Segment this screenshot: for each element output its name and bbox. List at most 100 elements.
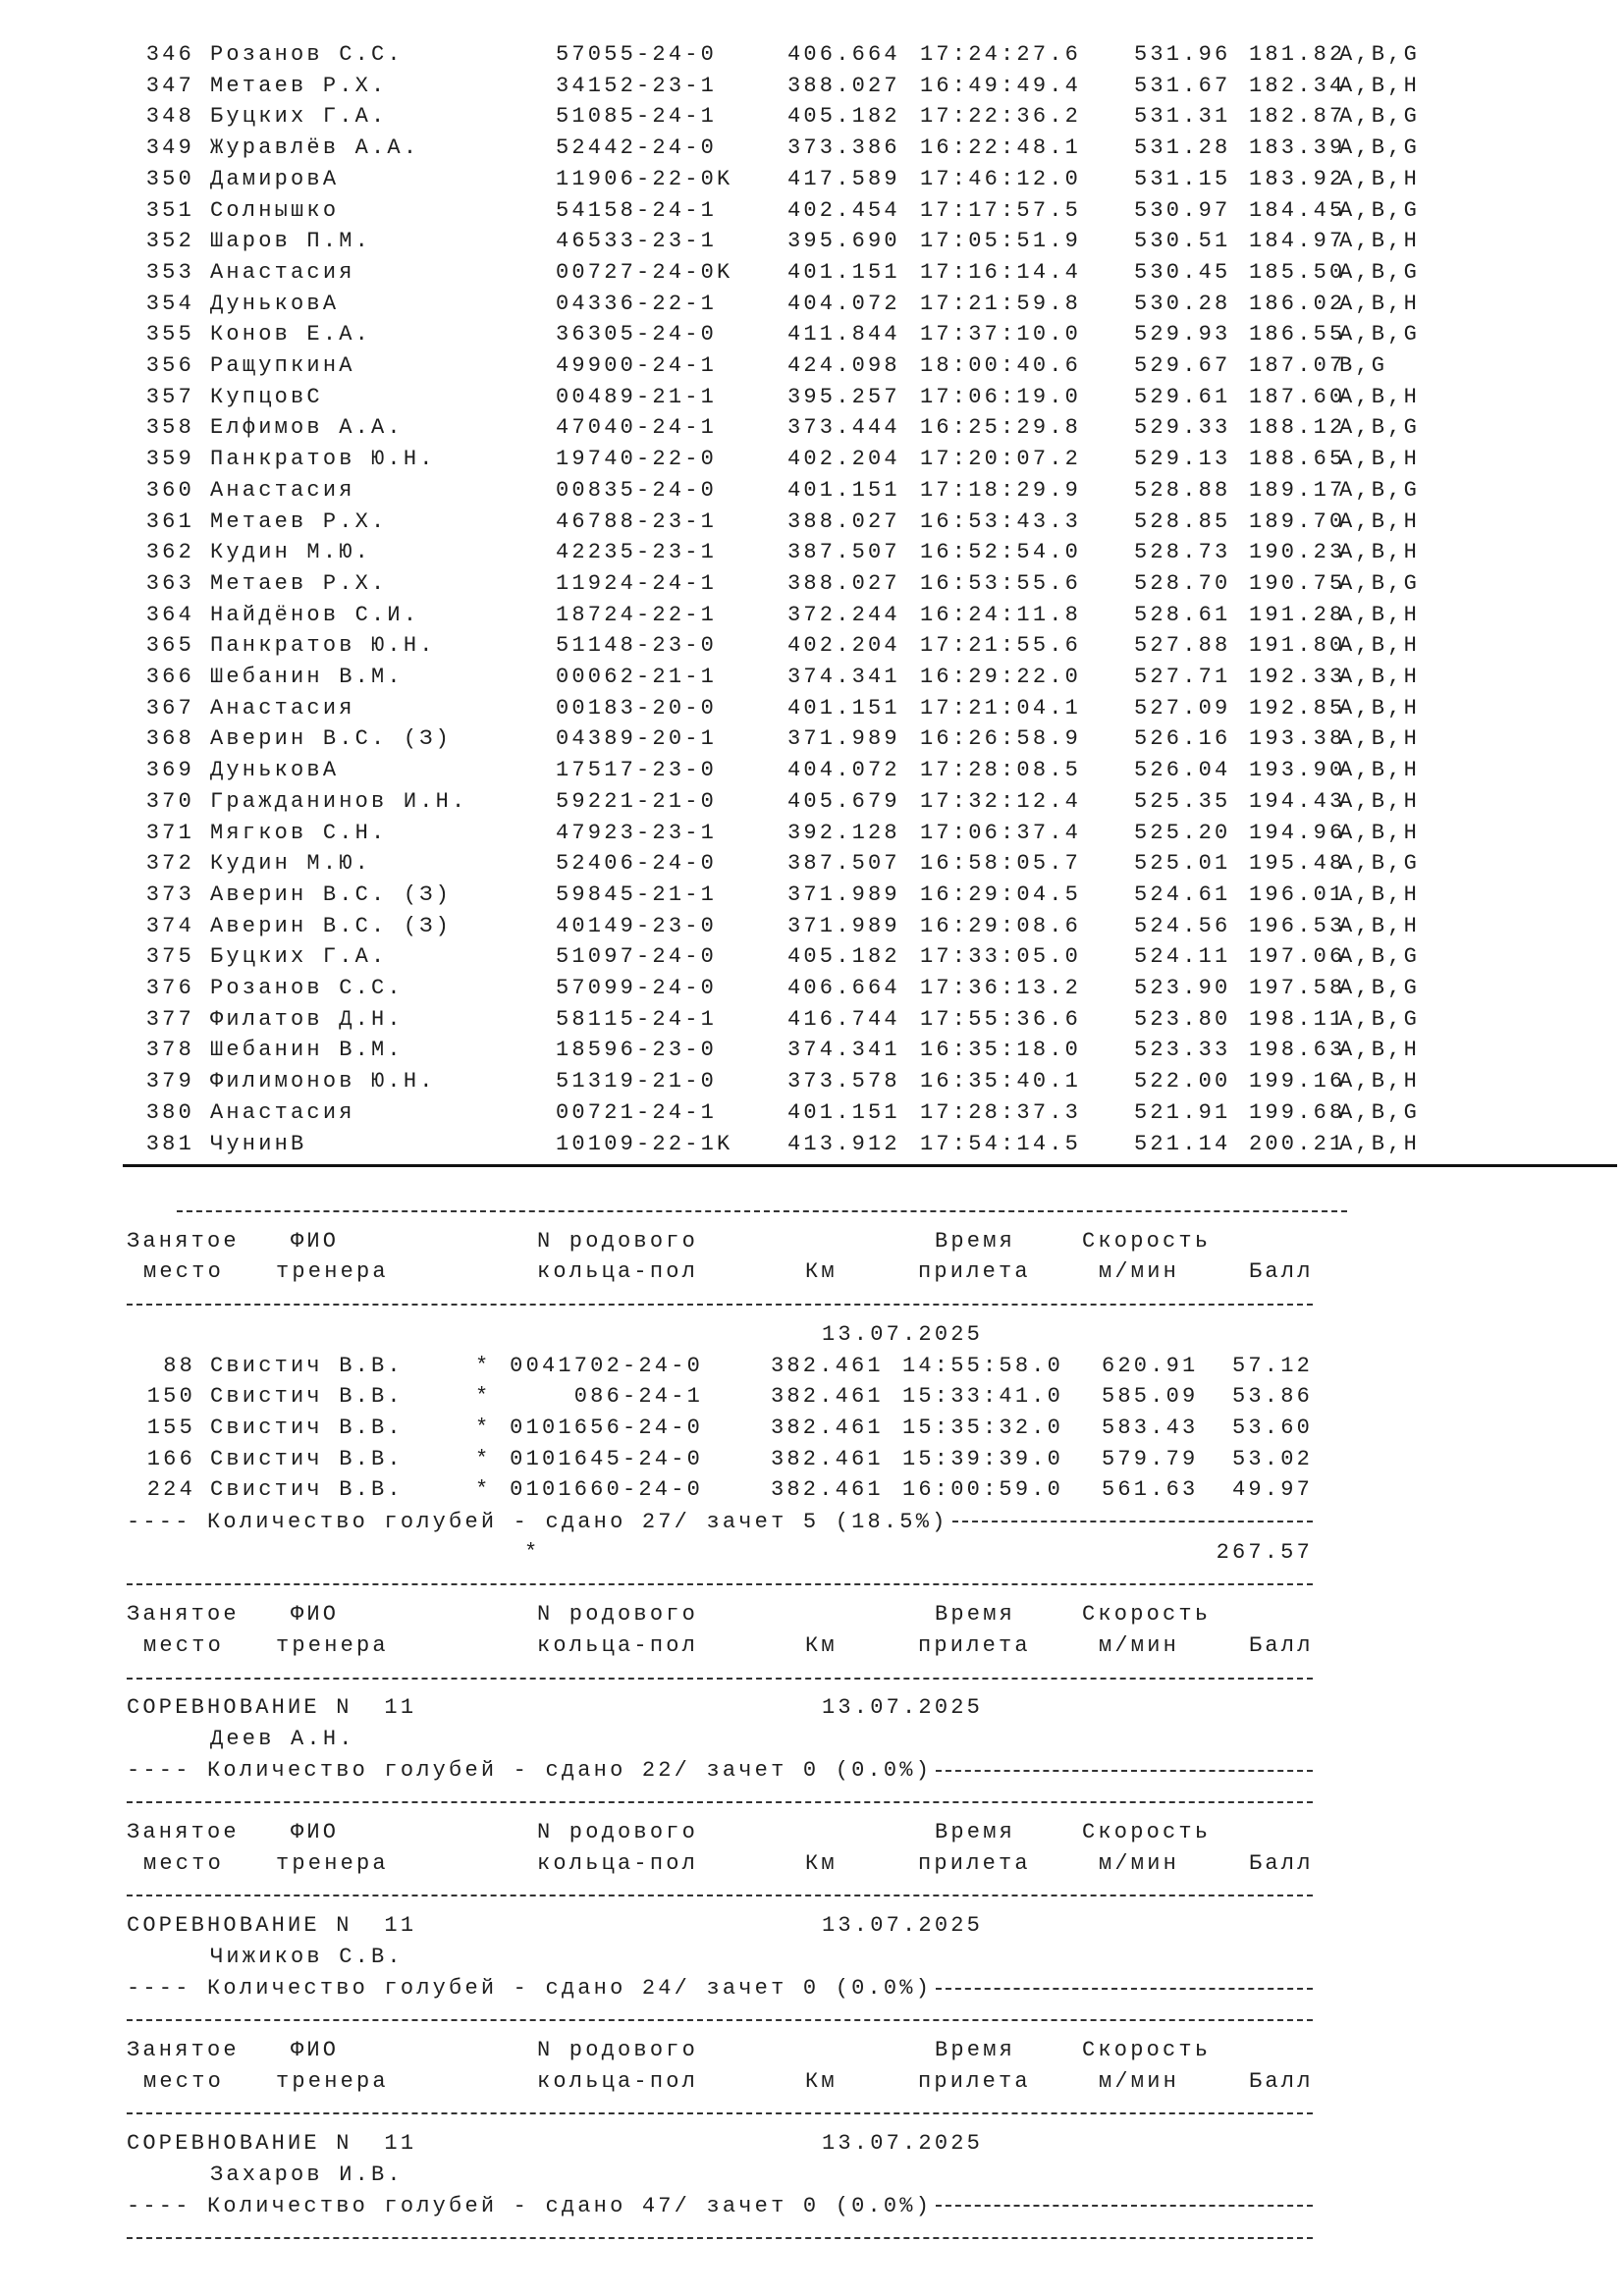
time-cell: 16:29:04.5 <box>920 881 1082 907</box>
ring-cell: 00183-20-0 <box>556 695 718 721</box>
km-cell: 388.027 <box>787 73 900 98</box>
ring-cell: 51319-21-0 <box>556 1069 718 1095</box>
place-cell: 88 <box>163 1353 195 1378</box>
speed-cell: 529.67 <box>1134 353 1231 378</box>
km-cell: 395.690 <box>787 229 900 254</box>
points-cell: 187.60 <box>1249 384 1346 409</box>
time-cell: 17:21:59.8 <box>920 291 1082 316</box>
place-cell: 348 <box>145 104 194 130</box>
table-row: 349 Журавлёв А.А. 52442-24-0 373.386 16:22:4… <box>0 133 1624 163</box>
points-cell: 184.97 <box>1249 229 1346 254</box>
ring-cell: 00489-21-1 <box>556 384 718 409</box>
time-cell: 15:33:41.0 <box>902 1384 1064 1410</box>
table-row: 363 Метаев Р.Х. 11924-24-1 388.027 16:53:55.… <box>0 569 1624 599</box>
name-cell: Аверин В.С. (З) <box>210 881 453 907</box>
ring-cell: 52442-24-0 <box>556 135 718 161</box>
ring-cell: 0101645-24-0 <box>510 1446 703 1471</box>
km-cell: 411.844 <box>787 322 900 347</box>
name-cell: Свистич В.В. <box>210 1353 404 1378</box>
dashed-separator <box>127 2112 1313 2115</box>
time-cell: 17:21:55.6 <box>920 633 1082 659</box>
time-cell: 16:35:18.0 <box>920 1038 1082 1063</box>
place-cell: 353 <box>145 259 194 285</box>
km-cell: 395.257 <box>787 384 900 409</box>
table-row: 368 Аверин В.С. (З) 04389-20-1 371.989 16:26… <box>0 724 1624 754</box>
speed-cell: 579.79 <box>1102 1446 1199 1471</box>
table-row: 377 Филатов Д.Н. 58115-24-1 416.744 17:55:36… <box>0 1005 1624 1035</box>
time-cell: 16:53:55.6 <box>920 570 1082 596</box>
flags-cell: A,B,H <box>1339 540 1421 565</box>
time-cell: 16:22:48.1 <box>920 135 1082 161</box>
speed-cell: 529.33 <box>1134 415 1231 441</box>
ring-cell: 18596-23-0 <box>556 1038 718 1063</box>
header-points: Балл <box>1249 1850 1314 1876</box>
time-cell: 17:21:04.1 <box>920 695 1082 721</box>
header-place: место <box>143 1632 225 1658</box>
table-row: 350 ДамировА 11906-22-0K 417.589 17:46:12.0 5… <box>0 165 1624 194</box>
ring-cell: 19740-22-0 <box>556 447 718 472</box>
name-cell: Анастасия <box>210 477 355 503</box>
time-cell: 16:29:08.6 <box>920 913 1082 938</box>
speed-cell: 620.91 <box>1102 1353 1199 1378</box>
place-cell: 378 <box>145 1038 194 1063</box>
points-cell: 184.45 <box>1249 197 1346 223</box>
time-cell: 17:16:14.4 <box>920 259 1082 285</box>
name-cell: Панкратов Ю.Н. <box>210 633 436 659</box>
ring-cell: 11924-24-1 <box>556 570 718 596</box>
points-cell: 182.87 <box>1249 104 1346 130</box>
dashed-separator <box>127 1801 1313 1804</box>
speed-cell: 523.33 <box>1134 1038 1231 1063</box>
ring-cell: 47923-23-1 <box>556 820 718 845</box>
pigeon-count-summary: ---- Количество голубей - сдано 22/ заче… <box>127 1756 1313 1786</box>
time-cell: 16:58:05.7 <box>920 851 1082 877</box>
time-cell: 17:37:10.0 <box>920 322 1082 347</box>
points-cell: 181.82 <box>1249 42 1346 67</box>
place-cell: 351 <box>145 197 194 223</box>
points-cell: 192.33 <box>1249 665 1346 689</box>
header-name: тренера <box>276 1850 389 1876</box>
name-cell: Аверин В.С. (З) <box>210 726 453 752</box>
header-place: Занятое <box>127 2037 240 2062</box>
ring-cell: 59221-21-0 <box>556 788 718 814</box>
pigeon-count-summary: ---- Количество голубей - сдано 27/ заче… <box>127 1507 1313 1536</box>
table-row: 361 Метаев Р.Х. 46788-23-1 388.027 16:53:43.… <box>0 507 1624 537</box>
place-cell: 362 <box>145 540 194 565</box>
table-row: 224 Свистич В.В. * 0101660-24-0 382.461 16:00… <box>0 1475 1624 1505</box>
km-cell: 405.182 <box>787 944 900 970</box>
speed-cell: 528.61 <box>1134 602 1231 627</box>
pigeon-count-summary: ---- Количество голубей - сдано 47/ заче… <box>127 2191 1313 2220</box>
ring-cell: 46788-23-1 <box>556 508 718 534</box>
ring-cell: 11906-22-0K <box>556 166 733 191</box>
table-row: 357 КупцовС 00489-21-1 395.257 17:06:19.0 529… <box>0 383 1624 412</box>
header-time: прилета <box>918 2068 1031 2094</box>
place-cell: 370 <box>145 788 194 814</box>
header-place: место <box>143 2068 225 2094</box>
speed-cell: 531.96 <box>1134 42 1231 67</box>
time-cell: 17:28:08.5 <box>920 758 1082 783</box>
time-cell: 17:18:29.9 <box>920 477 1082 503</box>
flags-cell: A,B,G <box>1339 322 1421 347</box>
speed-cell: 531.15 <box>1134 166 1231 191</box>
name-cell: Найдёнов С.И. <box>210 602 420 627</box>
points-cell: 189.70 <box>1249 508 1346 534</box>
time-cell: 17:46:12.0 <box>920 166 1082 191</box>
mark-cell: * <box>475 1477 492 1503</box>
points-cell: 190.75 <box>1249 570 1346 596</box>
header-time: Время <box>935 1602 1016 1628</box>
speed-cell: 529.13 <box>1134 447 1231 472</box>
time-cell: 16:52:54.0 <box>920 540 1082 565</box>
name-cell: Филимонов Ю.Н. <box>210 1069 436 1095</box>
speed-cell: 523.90 <box>1134 976 1231 1000</box>
name-cell: Шебанин В.М. <box>210 1038 404 1063</box>
place-cell: 355 <box>145 322 194 347</box>
header-ring: кольца-пол <box>537 1632 699 1658</box>
time-cell: 17:55:36.6 <box>920 1006 1082 1032</box>
ring-cell: 40149-23-0 <box>556 913 718 938</box>
name-cell: Кудин М.Ю. <box>210 540 372 565</box>
ring-cell: 00062-21-1 <box>556 665 718 689</box>
header-name: тренера <box>276 1632 389 1658</box>
km-cell: 404.072 <box>787 758 900 783</box>
name-cell: Кудин М.Ю. <box>210 851 372 877</box>
time-cell: 16:49:49.4 <box>920 73 1082 98</box>
header-ring: кольца-пол <box>537 1259 699 1285</box>
